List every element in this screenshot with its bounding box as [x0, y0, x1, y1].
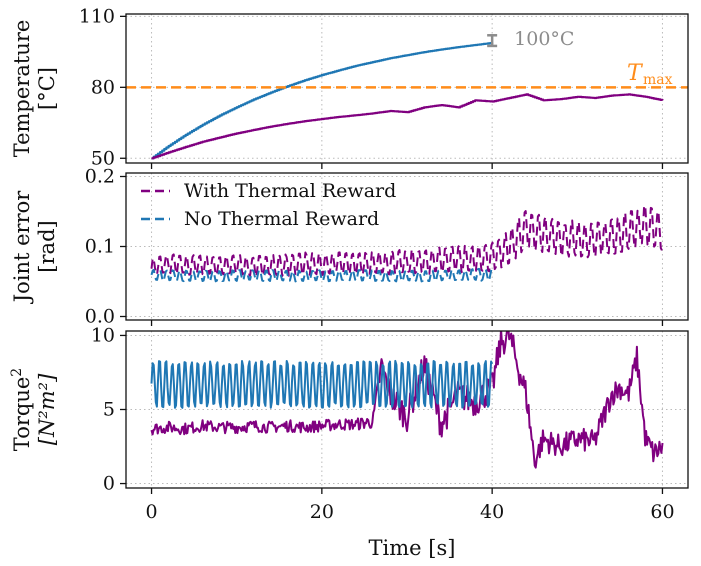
x-tick-label: 20 — [310, 501, 334, 523]
y-axis-title: Temperature — [10, 20, 34, 158]
y-tick-label: 10 — [91, 324, 115, 346]
y-tick-label: 0.1 — [85, 236, 115, 258]
plot-area — [151, 42, 664, 160]
y-tick-label: 5 — [103, 399, 115, 421]
x-tick-label: 40 — [480, 501, 504, 523]
with-thermal-reward-line — [150, 331, 664, 469]
joint-error-panel: 0.0 0.1 0.2 Joint error [rad] With Thermal Re… — [10, 166, 689, 328]
y-axis-unit: [rad] — [35, 220, 59, 272]
no-thermal-reward-line — [150, 359, 494, 409]
plot-area — [150, 204, 663, 283]
with-thermal-reward-line — [150, 204, 663, 278]
y-tick-label: 50 — [91, 147, 115, 169]
tmax-sub-label: max — [643, 72, 673, 88]
legend: With Thermal Reward No Thermal Reward — [141, 180, 396, 230]
y-tick-label: 0.2 — [85, 166, 115, 188]
torque-panel: 0 5 10 Torque2[N²m²] 0 20 40 60 — [9, 324, 689, 523]
legend-label: With Thermal Reward — [184, 180, 396, 202]
y-axis-title: Torque2 — [9, 368, 34, 451]
no-thermal-reward-line — [151, 42, 494, 160]
y-axis-title-superscript: 2 — [9, 368, 25, 377]
x-tick-label: 0 — [145, 501, 157, 523]
legend-label: No Thermal Reward — [184, 208, 379, 230]
y-axis-title: Joint error — [10, 190, 34, 305]
y-tick-label: 110 — [79, 5, 115, 27]
y-tick-label: 0.0 — [85, 306, 115, 328]
plot-area — [150, 331, 664, 469]
x-tick-label: 60 — [650, 501, 674, 523]
y-tick-label: 0 — [103, 473, 115, 495]
with-thermal-reward-line — [151, 93, 664, 160]
y-axis-unit: [°C] — [35, 67, 59, 110]
error-bar-label: 100°C — [514, 28, 574, 50]
y-axis-unit: [N²m²] — [35, 373, 59, 445]
axes-frame — [125, 13, 689, 164]
no-thermal-reward-line — [150, 267, 493, 283]
x-axis-title: Time [s] — [369, 536, 456, 560]
tmax-label: T — [627, 61, 644, 86]
y-tick-label: 80 — [91, 76, 115, 98]
